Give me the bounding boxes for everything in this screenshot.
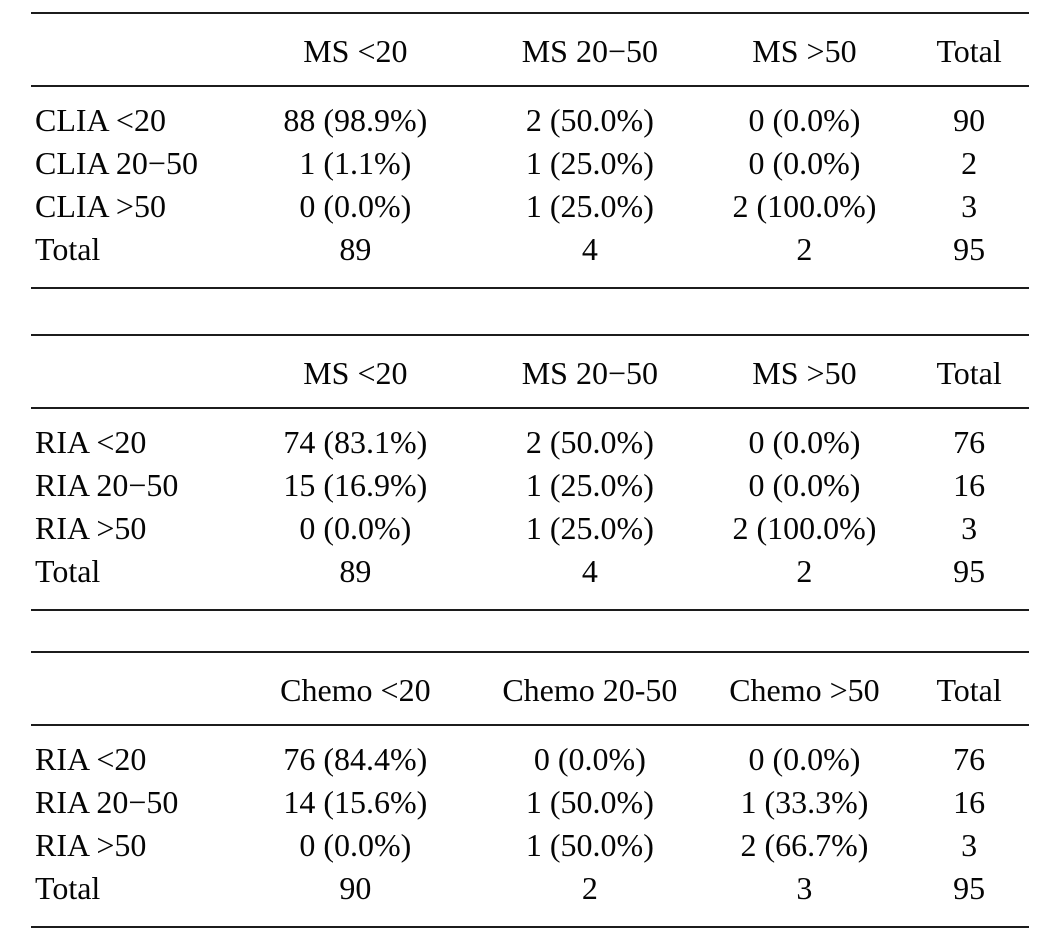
column-header-ms-lt20: MS <20 (230, 13, 481, 87)
table-row: RIA <20 76 (84.4%) 0 (0.0%) 0 (0.0%) 76 (31, 725, 1029, 781)
row-label: CLIA <20 (35, 102, 166, 138)
cell: 14 (15.6%) (283, 784, 428, 820)
column-total-cell: 90 (339, 870, 372, 906)
row-label: Total (35, 553, 101, 589)
table-row: RIA 20−50 15 (16.9%) 1 (25.0%) 0 (0.0%) … (31, 464, 1029, 507)
cell: 74 (83.1%) (283, 424, 428, 460)
cell: 88 (98.9%) (283, 102, 428, 138)
column-header-chemo-lt20: Chemo <20 (230, 652, 481, 726)
grand-total-cell: 95 (953, 553, 986, 589)
cell: 2 (50.0%) (525, 424, 654, 460)
cell: 1 (25.0%) (525, 510, 654, 546)
cell: 0 (0.0%) (299, 188, 412, 224)
crosstab-ria-vs-ms: MS <20 MS 20−50 MS >50 Total RIA <20 74 … (31, 334, 1029, 611)
cell: 1 (1.1%) (299, 145, 412, 181)
column-header-ms-lt20: MS <20 (230, 335, 481, 409)
column-header-ms-20-50: MS 20−50 (480, 335, 700, 409)
table-row: CLIA <20 88 (98.9%) 2 (50.0%) 0 (0.0%) 9… (31, 86, 1029, 142)
cell: 2 (100.0%) (732, 188, 877, 224)
cell: 1 (25.0%) (525, 467, 654, 503)
cell: 76 (84.4%) (283, 741, 428, 777)
cell: 0 (0.0%) (533, 741, 646, 777)
cell: 1 (50.0%) (525, 784, 654, 820)
row-total-cell: 2 (961, 145, 978, 181)
table-row: CLIA >50 0 (0.0%) 1 (25.0%) 2 (100.0%) 3 (31, 185, 1029, 228)
header-row: Chemo <20 Chemo 20-50 Chemo >50 Total (31, 652, 1029, 726)
table-row: RIA >50 0 (0.0%) 1 (50.0%) 2 (66.7%) 3 (31, 824, 1029, 867)
column-header-total: Total (909, 652, 1029, 726)
cell: 2 (66.7%) (740, 827, 869, 863)
cell: 0 (0.0%) (748, 424, 861, 460)
cell: 2 (100.0%) (732, 510, 877, 546)
column-total-cell: 2 (796, 231, 813, 267)
total-row: Total 89 4 2 95 (31, 550, 1029, 610)
column-total-cell: 3 (796, 870, 813, 906)
column-header-total: Total (909, 13, 1029, 87)
row-label: Total (35, 870, 101, 906)
row-total-cell: 3 (961, 827, 978, 863)
header-row: MS <20 MS 20−50 MS >50 Total (31, 335, 1029, 409)
row-label: Total (35, 231, 101, 267)
cell: 1 (33.3%) (740, 784, 869, 820)
row-total-cell: 76 (953, 741, 986, 777)
cell: 15 (16.9%) (283, 467, 428, 503)
row-label: RIA 20−50 (35, 784, 179, 820)
cell: 0 (0.0%) (748, 741, 861, 777)
column-header-chemo-20-50: Chemo 20-50 (480, 652, 700, 726)
row-label: RIA 20−50 (35, 467, 179, 503)
table-row: RIA 20−50 14 (15.6%) 1 (50.0%) 1 (33.3%)… (31, 781, 1029, 824)
column-total-cell: 4 (581, 553, 598, 589)
column-total-cell: 4 (581, 231, 598, 267)
crosstab-table-2: MS <20 MS 20−50 MS >50 Total RIA <20 74 … (31, 334, 1029, 611)
row-total-cell: 3 (961, 510, 978, 546)
grand-total-cell: 95 (953, 231, 986, 267)
column-header-ms-gt50: MS >50 (699, 13, 910, 87)
table-row: RIA >50 0 (0.0%) 1 (25.0%) 2 (100.0%) 3 (31, 507, 1029, 550)
total-row: Total 89 4 2 95 (31, 228, 1029, 288)
corner-cell (31, 13, 231, 87)
row-label: RIA <20 (35, 424, 147, 460)
cell: 0 (0.0%) (748, 467, 861, 503)
row-total-cell: 76 (953, 424, 986, 460)
cell: 2 (50.0%) (525, 102, 654, 138)
corner-cell (31, 652, 231, 726)
cell: 1 (25.0%) (525, 145, 654, 181)
header-row: MS <20 MS 20−50 MS >50 Total (31, 13, 1029, 87)
crosstab-clia-vs-ms: MS <20 MS 20−50 MS >50 Total CLIA <20 88… (31, 12, 1029, 289)
cell: 1 (25.0%) (525, 188, 654, 224)
row-total-cell: 16 (953, 784, 986, 820)
crosstab-ria-vs-chemo: Chemo <20 Chemo 20-50 Chemo >50 Total RI… (31, 651, 1029, 928)
column-header-total: Total (909, 335, 1029, 409)
grand-total-cell: 95 (953, 870, 986, 906)
row-total-cell: 3 (961, 188, 978, 224)
table-row: CLIA 20−50 1 (1.1%) 1 (25.0%) 0 (0.0%) 2 (31, 142, 1029, 185)
cell: 1 (50.0%) (525, 827, 654, 863)
row-total-cell: 90 (953, 102, 986, 138)
crosstab-table-3: Chemo <20 Chemo 20-50 Chemo >50 Total RI… (31, 651, 1029, 928)
column-total-cell: 2 (796, 553, 813, 589)
cell: 0 (0.0%) (299, 510, 412, 546)
cell: 0 (0.0%) (299, 827, 412, 863)
column-header-ms-gt50: MS >50 (699, 335, 910, 409)
row-label: CLIA 20−50 (35, 145, 198, 181)
crosstab-table-1: MS <20 MS 20−50 MS >50 Total CLIA <20 88… (31, 12, 1029, 289)
row-label: RIA <20 (35, 741, 147, 777)
cell: 0 (0.0%) (748, 102, 861, 138)
column-total-cell: 89 (339, 553, 372, 589)
cell: 0 (0.0%) (748, 145, 861, 181)
column-total-cell: 2 (581, 870, 598, 906)
total-row: Total 90 2 3 95 (31, 867, 1029, 927)
column-header-ms-20-50: MS 20−50 (480, 13, 700, 87)
column-header-chemo-gt50: Chemo >50 (699, 652, 910, 726)
row-label: RIA >50 (35, 510, 147, 546)
corner-cell (31, 335, 231, 409)
row-label: RIA >50 (35, 827, 147, 863)
row-total-cell: 16 (953, 467, 986, 503)
column-total-cell: 89 (339, 231, 372, 267)
row-label: CLIA >50 (35, 188, 166, 224)
table-row: RIA <20 74 (83.1%) 2 (50.0%) 0 (0.0%) 76 (31, 408, 1029, 464)
